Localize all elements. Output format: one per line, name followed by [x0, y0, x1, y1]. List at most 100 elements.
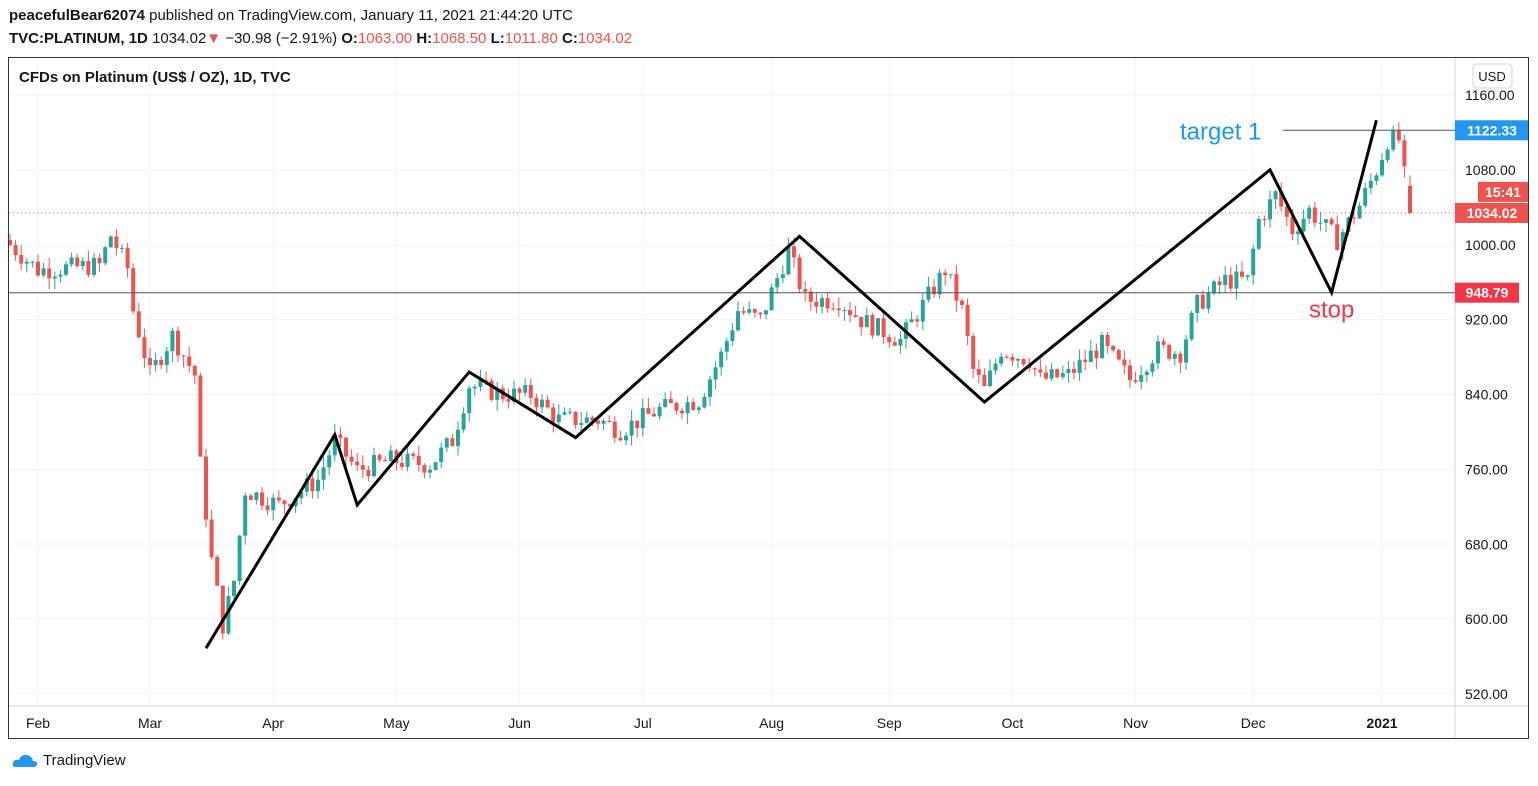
- candle-body: [360, 465, 365, 470]
- candle-body: [545, 399, 550, 408]
- candle-body: [954, 274, 959, 301]
- candle-body: [1357, 205, 1362, 219]
- down-arrow-icon: ▼: [206, 30, 222, 47]
- candle-body: [612, 421, 617, 438]
- candle-body: [422, 465, 427, 473]
- candle-body: [831, 308, 836, 310]
- candle-body: [1385, 149, 1390, 160]
- candle-body: [685, 402, 690, 414]
- candle-body: [1105, 334, 1110, 346]
- candle-body: [713, 367, 718, 380]
- candle-body: [1324, 219, 1328, 223]
- candle-body: [573, 411, 578, 426]
- open-value: 1063.00: [357, 30, 413, 47]
- candle-body: [803, 289, 808, 292]
- candle-body: [607, 420, 612, 422]
- candle-body: [1223, 274, 1228, 285]
- candle-body: [1206, 293, 1211, 309]
- candle-body: [1301, 218, 1306, 232]
- candle-body: [187, 356, 192, 366]
- candle-body: [1396, 130, 1401, 141]
- x-tick-label: Aug: [759, 715, 784, 731]
- currency-label: USD: [1478, 69, 1505, 84]
- candle-body: [276, 497, 281, 501]
- candle-body: [64, 264, 68, 275]
- candle-body: [898, 338, 903, 346]
- last-price-label: 1034.02: [1467, 205, 1518, 221]
- candle-body: [1161, 341, 1166, 345]
- candle-body: [932, 286, 936, 295]
- candle-body: [640, 408, 645, 429]
- close-value: 1034.02: [577, 30, 633, 47]
- candle-body: [1021, 359, 1026, 365]
- candle-body: [349, 456, 354, 462]
- candle-body: [1016, 359, 1020, 361]
- candle-body: [1049, 369, 1054, 379]
- candle-body: [870, 314, 875, 336]
- tradingview-logo[interactable]: TradingView: [12, 752, 126, 769]
- candle-body: [814, 301, 819, 307]
- candle-body: [1060, 372, 1065, 378]
- candle-body: [1268, 199, 1272, 220]
- candle-body: [478, 380, 483, 387]
- candle-body: [411, 453, 416, 456]
- symbol: TVC:PLATINUM, 1D: [9, 30, 148, 47]
- candle-body: [556, 414, 561, 423]
- candle-body: [836, 308, 841, 311]
- candle-body: [1032, 368, 1037, 370]
- candle-body: [736, 311, 740, 331]
- last-price-label-bg: [1455, 202, 1529, 223]
- candle-body: [999, 356, 1004, 364]
- candle-body: [1380, 159, 1384, 176]
- candle-body: [780, 274, 785, 279]
- candle-body: [232, 580, 236, 596]
- candle-body: [842, 310, 847, 312]
- candle-body: [808, 291, 813, 302]
- candle-body: [416, 455, 421, 466]
- candle-body: [635, 420, 640, 429]
- y-tick-label: 520.00: [1465, 686, 1508, 702]
- candle-body: [327, 455, 332, 468]
- candle-body: [69, 257, 74, 265]
- y-tick-label: 600.00: [1465, 611, 1508, 627]
- candle-body: [853, 315, 858, 317]
- candle-body: [204, 456, 208, 520]
- candle-body: [1094, 350, 1099, 359]
- candle-body: [310, 478, 315, 492]
- candle-body: [540, 399, 544, 408]
- candle-body: [450, 438, 455, 447]
- candle-body: [534, 397, 539, 408]
- candle-body: [848, 310, 852, 316]
- candle-body: [125, 247, 130, 269]
- candle-body: [926, 286, 931, 300]
- candle-body: [148, 358, 152, 366]
- currency-button: [1472, 63, 1513, 89]
- candle-body: [400, 462, 404, 467]
- candle-body: [1184, 339, 1188, 363]
- candle-body: [164, 351, 169, 366]
- low-value: 1011.80: [504, 30, 558, 47]
- candle-body: [1290, 216, 1295, 235]
- candle-body: [1217, 281, 1222, 285]
- candle-body: [1363, 188, 1368, 206]
- candle-body: [226, 595, 231, 634]
- candle-body: [92, 257, 96, 275]
- x-tick-label: Dec: [1241, 715, 1266, 731]
- candle-body: [215, 556, 220, 586]
- candle-body: [271, 497, 276, 511]
- candle-body: [752, 309, 757, 313]
- candle-body: [1178, 353, 1183, 363]
- y-tick-label: 920.00: [1465, 312, 1508, 328]
- candle-body: [237, 535, 242, 581]
- candle-body: [601, 420, 606, 424]
- candle-body: [170, 330, 175, 352]
- candle-body: [892, 342, 897, 346]
- candle-body: [629, 420, 634, 436]
- chart-title: CFDs on Platinum (US$ / OZ), 1D, TVC: [19, 69, 291, 86]
- author[interactable]: peacefulBear62074: [9, 7, 145, 24]
- candle-body: [1240, 271, 1244, 277]
- candle-body: [176, 330, 180, 356]
- candle-body: [316, 479, 320, 492]
- candle-body: [948, 274, 953, 276]
